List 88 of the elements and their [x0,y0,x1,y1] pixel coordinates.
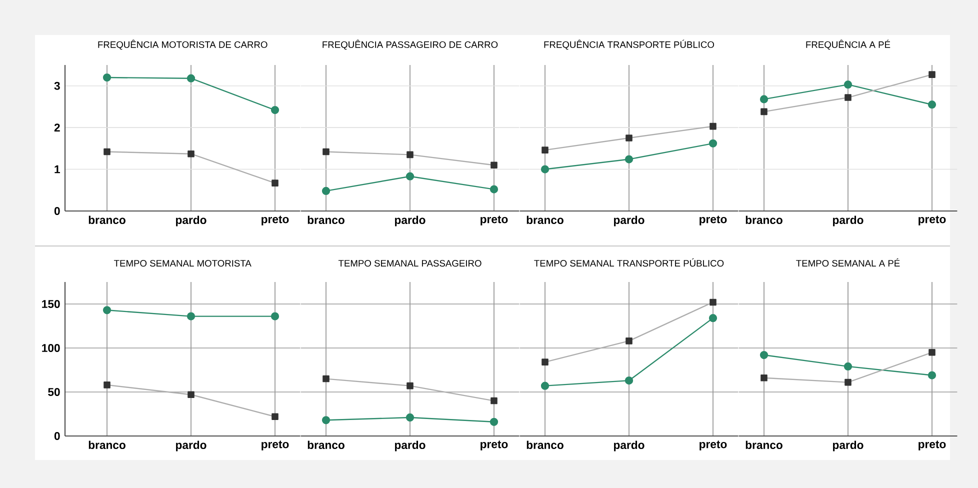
point [624,376,634,385]
x-tick-label: pardo [395,440,426,452]
point [186,74,196,82]
point [542,358,548,366]
point [322,148,330,156]
point [406,382,414,390]
x-tick-label: preto [918,216,946,226]
point [272,413,278,420]
point [760,374,768,382]
point [928,348,936,356]
point [322,375,330,382]
x-tick-label: preto [262,216,289,226]
x-tick-label: branco [88,440,126,450]
point [188,150,194,158]
point [760,108,768,116]
x-tick-label: pardo [833,440,864,452]
point [102,73,112,82]
chart-title: FREQUÊNCIA TRANSPORTE PÚBLICO [544,40,714,50]
x-tick-label: preto [480,216,508,226]
chart-title: TEMPO SEMANAL TRANSPORTE PÚBLICO [534,258,724,267]
x-tick-label: branco [308,440,344,450]
y-tick-label: 1 [54,165,60,174]
point [490,397,498,404]
point [104,148,110,156]
point [928,100,936,109]
x-tick-label: pardo [395,216,426,226]
y-tick-label: 150 [42,300,60,308]
chart-title: TEMPO SEMANAL MOTORISTA [114,260,252,267]
y-tick-label: 100 [42,344,60,352]
y-tick-label: 0 [54,206,60,215]
chart-title: FREQUÊNCIA A PÉ [806,40,890,50]
x-tick-label: branco [308,216,344,224]
x-tick-label: branco [526,440,564,450]
point [844,94,852,101]
y-tick-label: 3 [54,82,60,90]
point [844,378,852,386]
point [928,71,936,78]
x-tick-label: pardo [176,440,206,452]
point [540,165,550,174]
x-tick-label: preto [700,440,727,450]
chart-title: FREQUÊNCIA PASSAGEIRO DE CARRO [322,40,498,50]
point [490,162,498,169]
x-tick-label: pardo [614,440,644,452]
x-tick-label: pardo [833,216,864,226]
x-tick-label: branco [746,216,782,224]
y-tick-label: 0 [54,432,60,440]
point [540,382,550,390]
point [272,180,278,186]
point [844,80,852,89]
point [626,338,632,344]
point [760,95,768,104]
point [186,312,196,320]
point [188,391,194,398]
point [844,362,852,371]
point [710,122,716,130]
point [624,155,634,164]
x-tick-label: pardo [614,216,644,226]
point [406,413,414,422]
point [928,371,936,380]
point [708,314,718,322]
x-tick-label: preto [918,440,946,450]
point [760,350,768,360]
chart-title: TEMPO SEMANAL A PÉ [796,258,900,267]
point [104,382,110,388]
x-tick-label: preto [480,440,508,450]
point [270,106,280,114]
x-tick-label: pardo [176,216,206,226]
x-tick-label: branco [746,440,782,450]
point [710,298,716,306]
point [406,151,414,158]
point [708,139,718,148]
chart-title: FREQUÊNCIA MOTORISTA DE CARRO [98,40,268,50]
point [542,146,548,154]
point [490,418,498,426]
point [490,185,498,194]
point [626,134,632,142]
x-tick-label: preto [700,216,727,226]
point [322,416,330,424]
x-tick-label: branco [88,216,126,224]
y-tick-label: 50 [48,388,60,396]
point [322,186,330,196]
point [270,312,280,320]
chart-title: TEMPO SEMANAL PASSAGEIRO [338,260,482,267]
point [406,172,414,180]
x-tick-label: preto [262,440,289,450]
x-tick-label: branco [526,216,564,224]
point [102,306,112,314]
y-tick-label: 2 [54,124,60,132]
